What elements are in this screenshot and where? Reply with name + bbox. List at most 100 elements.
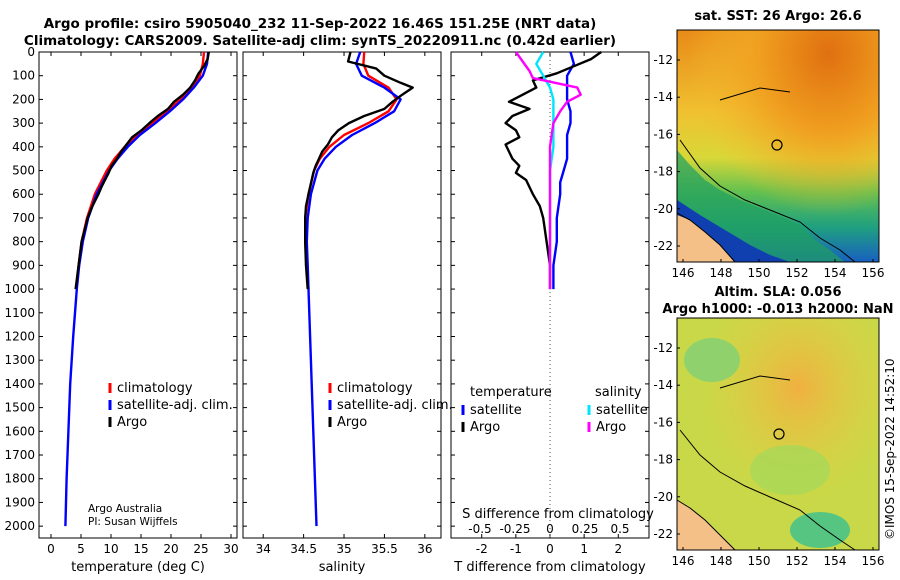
x-tick-label: 35: [336, 542, 351, 556]
depth-tick-label: 900: [12, 258, 35, 272]
map-y-tick-label: -18: [653, 453, 673, 467]
sst-coastline: [676, 212, 736, 263]
sla-map-title-1: Altim. SLA: 0.056: [715, 285, 842, 300]
legend-label: satellite-adj. clim.: [117, 398, 233, 413]
legend-label: Argo: [596, 420, 626, 435]
map-y-tick-label: -20: [653, 202, 673, 216]
depth-tick-label: 1200: [4, 329, 35, 343]
sst-map: sat. SST: 26 Argo: 26.6 146 148 150 152 154 1…: [653, 9, 884, 280]
map-y-tick-label: -22: [653, 527, 673, 541]
x-tick-label: -2: [476, 542, 488, 556]
sla-isobath: [679, 429, 856, 551]
legend-header-temperature: temperature: [470, 385, 552, 400]
title-line-1: Argo profile: csiro 5905040_232 11-Sep-2…: [44, 16, 597, 32]
temperature-panel: 0100200300400500600700800900100011001200…: [4, 45, 238, 575]
salinity-argo-line: [304, 51, 414, 290]
map-x-tick-label: 150: [748, 266, 771, 280]
depth-tick-label: 1600: [4, 424, 35, 438]
map-y-tick-label: -12: [653, 341, 673, 355]
map-x-tick-label: 146: [672, 554, 695, 568]
x-tick-label: 0: [546, 542, 554, 556]
x-tick-label: 20: [163, 542, 178, 556]
sla-land: [677, 500, 735, 550]
legend-label: satellite: [596, 403, 648, 418]
depth-tick-label: 700: [12, 211, 35, 225]
sst-axis-ticks: 146 148 150 152 154 156 -12 -14 -16 -18 -20 -22: [653, 53, 884, 280]
map-x-tick-label: 146: [672, 266, 695, 280]
differences-s-argo-line: [514, 51, 582, 290]
x-tick-label: 36: [417, 542, 432, 556]
legend-label: Argo: [117, 415, 147, 430]
depth-tick-label: 1400: [4, 377, 35, 391]
s-diff-tick-label: -0.5: [468, 522, 491, 536]
credit-annotation: Argo Australia: [88, 503, 162, 515]
legend-label: climatology: [337, 381, 413, 396]
legend-label: Argo: [470, 420, 500, 435]
legend-label: climatology: [117, 381, 193, 396]
legend-label: satellite-adj. clim.: [337, 398, 453, 413]
depth-tick-label: 1000: [4, 282, 35, 296]
x-tick-label: -1: [510, 542, 522, 556]
depth-tick-label: 1100: [4, 306, 35, 320]
map-y-tick-label: -14: [653, 378, 673, 392]
x-tick-label: 25: [193, 542, 208, 556]
x-tick-label: 35.5: [371, 542, 398, 556]
sst-land: [677, 215, 735, 262]
credit-annotation: PI: Susan Wijffels: [88, 516, 178, 528]
map-x-tick-label: 150: [748, 554, 771, 568]
profile-panels: 0100200300400500600700800900100011001200…: [4, 45, 654, 575]
map-y-tick-label: -22: [653, 239, 673, 253]
sla-axis-ticks: 146 148 150 152 154 156 -12 -14 -16 -18 -20 -22: [653, 341, 884, 568]
depth-tick-label: 1900: [4, 495, 35, 509]
legend-label: satellite: [470, 403, 522, 418]
map-y-tick-label: -20: [653, 490, 673, 504]
s-diff-axis-label: S difference from climatology: [462, 507, 654, 522]
temperature-argo-line: [74, 51, 210, 290]
x-axis-label: T difference from climatology: [453, 560, 646, 575]
x-tick-label: 1: [580, 542, 588, 556]
sla-mid-patch: [750, 445, 830, 495]
depth-tick-label: 100: [12, 69, 35, 83]
differences-panel: -2 -1 0 1 2 T difference from climatology -0.5…: [450, 51, 654, 575]
title-line-2: Climatology: CARS2009. Satellite-adj cli…: [24, 33, 616, 49]
sst-reef-outline: [719, 87, 791, 101]
x-tick-label: 0: [47, 542, 55, 556]
x-axis-label: salinity: [319, 560, 366, 575]
depth-tick-label: 2000: [4, 519, 35, 533]
s-diff-tick-label: 0.5: [610, 522, 629, 536]
depth-tick-label: 0: [27, 45, 35, 59]
map-y-tick-label: -18: [653, 165, 673, 179]
x-tick-label: 30: [223, 542, 238, 556]
sla-map-title-2: Argo h1000: -0.013 h2000: NaN: [662, 302, 893, 317]
sla-low-patch: [684, 338, 740, 382]
x-tick-label: 34.5: [290, 542, 317, 556]
map-x-tick-label: 154: [824, 266, 847, 280]
sla-reef-outline: [719, 375, 791, 389]
map-x-tick-label: 148: [710, 266, 733, 280]
x-tick-label: 2: [614, 542, 622, 556]
sst-argo-location-marker: [771, 139, 783, 151]
depth-tick-label: 1700: [4, 448, 35, 462]
legend-header-salinity: salinity: [595, 385, 642, 400]
depth-tick-label: 1500: [4, 401, 35, 415]
salinity-panel: 34 34.5 35 35.5 36 salinity climatology satelli…: [242, 51, 453, 575]
differences-t-satellite-line: [552, 51, 576, 290]
map-x-tick-label: 152: [786, 266, 809, 280]
salinity-axes-frame: [242, 51, 442, 539]
sla-map-frame: [676, 317, 880, 551]
sst-map-frame: [676, 29, 880, 263]
map-x-tick-label: 154: [824, 554, 847, 568]
x-tick-label: 5: [77, 542, 85, 556]
sla-argo-location-marker: [773, 428, 785, 440]
map-x-tick-label: 148: [710, 554, 733, 568]
depth-tick-label: 400: [12, 140, 35, 154]
depth-tick-label: 1300: [4, 353, 35, 367]
map-y-tick-label: -12: [653, 53, 673, 67]
depth-tick-label: 600: [12, 187, 35, 201]
depth-tick-label: 300: [12, 116, 35, 130]
sst-map-title: sat. SST: 26 Argo: 26.6: [694, 9, 861, 24]
sst-isobath: [679, 139, 856, 263]
sla-coastline: [676, 499, 736, 551]
depth-tick-label: 500: [12, 164, 35, 178]
